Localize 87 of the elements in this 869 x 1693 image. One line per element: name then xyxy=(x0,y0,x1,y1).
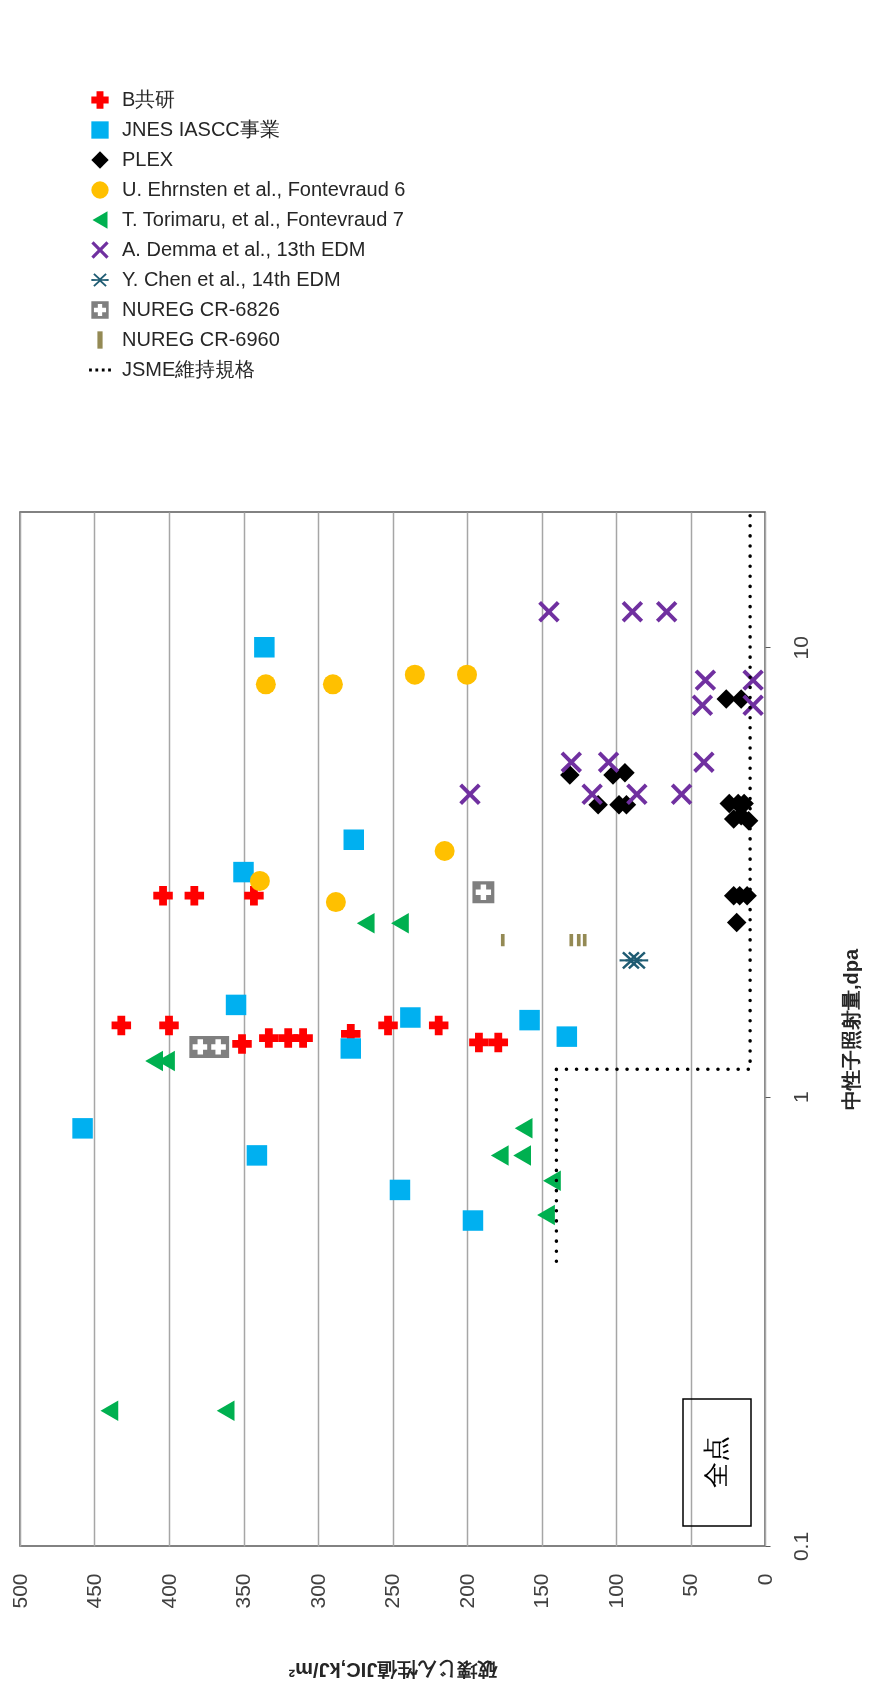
point xyxy=(322,674,343,695)
point xyxy=(581,783,603,805)
point xyxy=(207,1035,230,1058)
point xyxy=(72,1118,93,1139)
point xyxy=(472,881,495,904)
point xyxy=(726,912,747,933)
y-axis-title: 中性子照射量,dpa xyxy=(839,948,862,1111)
x-tick-label: 250 xyxy=(380,1573,403,1609)
point xyxy=(716,689,737,709)
point xyxy=(490,1145,509,1166)
point xyxy=(462,1210,484,1231)
point xyxy=(343,829,365,850)
point xyxy=(621,600,644,623)
x-tick-label: 350 xyxy=(231,1573,254,1609)
point xyxy=(693,751,715,773)
x-tick-label: 200 xyxy=(454,1573,478,1609)
point xyxy=(459,783,481,805)
legend-label: A. Demma et al., 13th EDM xyxy=(122,238,366,260)
point xyxy=(259,1028,279,1048)
point xyxy=(356,913,375,934)
legend-label: NUREG CR-6960 xyxy=(122,328,280,350)
point xyxy=(244,885,264,906)
x-tick-label: 100 xyxy=(603,1573,627,1609)
point xyxy=(469,1032,489,1053)
point xyxy=(457,664,477,685)
point xyxy=(615,762,635,783)
x-tick-label: 300 xyxy=(305,1573,329,1609)
point xyxy=(216,1400,235,1421)
point xyxy=(340,1038,362,1059)
point xyxy=(225,994,247,1016)
point xyxy=(694,669,717,691)
point xyxy=(389,1179,411,1201)
point xyxy=(691,694,714,716)
point xyxy=(184,885,205,906)
point xyxy=(255,674,276,695)
point xyxy=(111,1015,132,1036)
point xyxy=(254,637,275,658)
point xyxy=(597,751,620,773)
point xyxy=(249,870,270,891)
point xyxy=(519,1009,540,1031)
x-tick-label: 400 xyxy=(156,1573,180,1609)
point xyxy=(560,751,583,773)
legend-label: PLEX xyxy=(122,148,174,170)
point xyxy=(538,600,560,623)
point xyxy=(246,1145,268,1166)
point xyxy=(626,783,648,805)
point xyxy=(670,783,693,805)
x-tick-label: 50 xyxy=(678,1573,701,1597)
point xyxy=(293,1028,313,1048)
point xyxy=(537,1204,555,1226)
point xyxy=(434,841,455,862)
point xyxy=(404,664,425,685)
y-tick-label: 0.1 xyxy=(788,1531,812,1562)
point xyxy=(543,1170,561,1191)
x-tick-label: 150 xyxy=(529,1573,552,1609)
x-tick-label: 0 xyxy=(752,1573,776,1586)
x-tick-label: 500 xyxy=(7,1573,31,1609)
point xyxy=(625,951,649,970)
point xyxy=(159,1015,179,1036)
point xyxy=(232,1034,252,1054)
x-tick-label: 450 xyxy=(82,1573,105,1609)
point xyxy=(325,892,346,913)
point xyxy=(560,765,580,785)
point xyxy=(556,1026,578,1047)
legend-label: B共研 xyxy=(122,88,176,110)
y-tick-label: 10 xyxy=(788,636,812,660)
legend-label: NUREG CR-6826 xyxy=(122,298,280,320)
point xyxy=(233,861,254,883)
x-axis-title: 破壊じん性値JIC,kJ/m² xyxy=(288,1658,499,1681)
y-tick-label: 1 xyxy=(788,1091,812,1103)
point xyxy=(488,1032,509,1053)
point xyxy=(100,1400,119,1421)
point xyxy=(513,1145,531,1166)
legend-label: JSME維持規格 xyxy=(122,358,256,380)
point xyxy=(655,600,678,623)
point xyxy=(514,1118,533,1139)
point xyxy=(153,885,173,906)
point xyxy=(742,694,764,716)
point xyxy=(400,1007,421,1028)
point xyxy=(391,913,409,934)
annotation: 全点 xyxy=(701,1436,731,1488)
legend-label: JNES IASCC事業 xyxy=(122,118,280,140)
point xyxy=(378,1015,398,1036)
point xyxy=(428,1015,449,1036)
legend-label: Y. Chen et al., 14th EDM xyxy=(122,268,341,290)
legend-label: U. Ehrnsten et al., Fontevraud 6 xyxy=(122,178,406,200)
legend-label: T. Torimaru, et al., Fontevraud 7 xyxy=(122,208,404,230)
